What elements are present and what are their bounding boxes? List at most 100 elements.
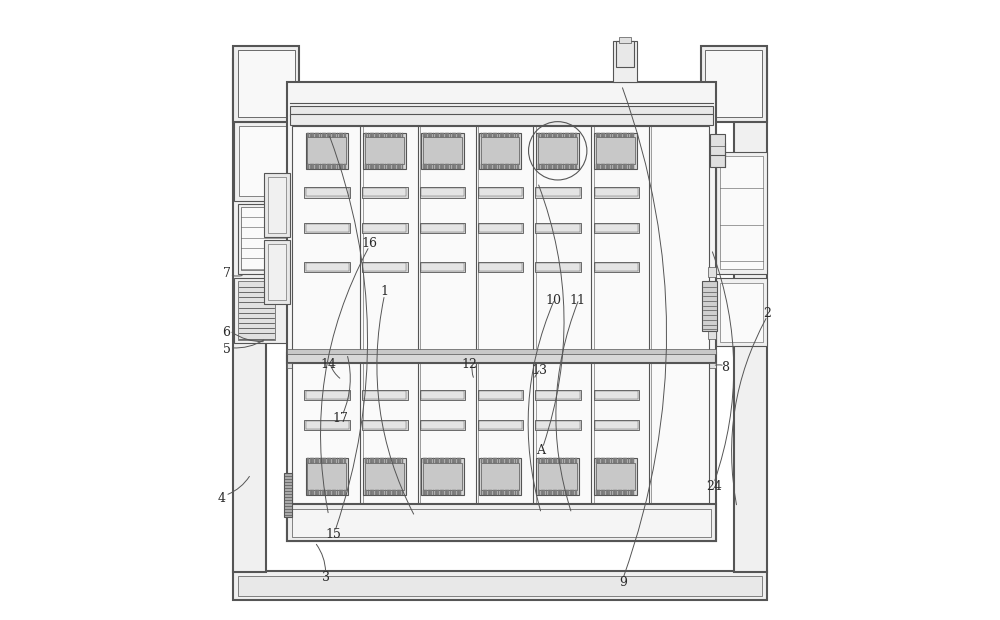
Bar — [478, 262, 523, 272]
Bar — [433, 458, 434, 463]
Bar — [397, 164, 399, 169]
Bar — [437, 490, 439, 495]
Bar — [312, 490, 314, 495]
Bar — [234, 278, 304, 343]
Bar — [628, 133, 629, 138]
Text: 3: 3 — [322, 571, 330, 584]
Bar — [535, 223, 581, 234]
Bar — [628, 490, 629, 495]
Bar — [382, 490, 384, 495]
Bar — [337, 133, 338, 138]
Bar — [402, 164, 403, 169]
Bar — [502, 133, 504, 138]
Bar — [377, 490, 379, 495]
Bar — [488, 133, 490, 138]
Bar — [618, 458, 620, 463]
Bar — [575, 133, 577, 138]
Bar — [515, 164, 516, 169]
Bar — [495, 164, 497, 169]
Bar — [365, 133, 367, 138]
Bar — [615, 458, 617, 463]
Bar — [317, 133, 319, 138]
Bar — [536, 458, 579, 495]
Bar — [306, 421, 349, 429]
Bar — [421, 421, 464, 429]
Bar — [538, 490, 540, 495]
Bar — [500, 164, 502, 169]
Bar — [327, 490, 329, 495]
Bar — [517, 164, 519, 169]
Bar — [613, 41, 637, 82]
Bar — [716, 278, 767, 347]
Bar — [334, 490, 336, 495]
Bar — [377, 458, 379, 463]
Bar — [306, 458, 348, 495]
Text: 7: 7 — [223, 267, 231, 280]
Bar — [430, 490, 432, 495]
Bar — [310, 133, 312, 138]
Bar — [603, 164, 605, 169]
Bar — [510, 490, 512, 495]
Bar — [550, 133, 552, 138]
Bar — [428, 490, 430, 495]
Bar — [512, 490, 514, 495]
Bar — [324, 133, 326, 138]
Bar — [512, 164, 514, 169]
Bar — [495, 133, 497, 138]
Bar — [553, 164, 555, 169]
Bar — [421, 458, 464, 495]
Bar — [507, 133, 509, 138]
Bar — [435, 458, 437, 463]
Bar — [425, 490, 427, 495]
Bar — [442, 490, 444, 495]
Bar — [493, 490, 495, 495]
Bar — [387, 133, 389, 138]
Bar — [394, 490, 396, 495]
Bar — [608, 458, 610, 463]
Bar — [457, 490, 459, 495]
Bar — [567, 164, 569, 169]
Bar — [479, 458, 521, 495]
Bar — [567, 458, 569, 463]
Bar — [392, 490, 394, 495]
Bar — [598, 133, 600, 138]
Bar — [594, 262, 639, 272]
Bar — [382, 458, 384, 463]
Bar — [334, 458, 336, 463]
Bar — [630, 490, 632, 495]
Bar — [370, 490, 372, 495]
Bar — [233, 46, 299, 122]
Bar — [290, 107, 713, 115]
Bar — [454, 164, 456, 169]
Bar — [490, 458, 492, 463]
Bar — [613, 133, 615, 138]
Bar — [337, 490, 338, 495]
Bar — [515, 133, 516, 138]
Bar — [440, 490, 442, 495]
Bar — [372, 458, 374, 463]
Bar — [292, 126, 709, 353]
Bar — [389, 490, 391, 495]
Bar — [459, 164, 461, 169]
Bar — [594, 187, 639, 198]
Bar — [442, 458, 444, 463]
Bar — [420, 223, 465, 234]
Bar — [575, 490, 577, 495]
Bar — [392, 164, 394, 169]
Bar — [332, 490, 334, 495]
Bar — [485, 133, 487, 138]
Bar — [613, 490, 615, 495]
Bar — [423, 133, 425, 138]
Text: 8: 8 — [721, 361, 729, 374]
Bar — [623, 133, 625, 138]
Bar — [603, 133, 605, 138]
Bar — [399, 164, 401, 169]
Bar — [536, 188, 580, 197]
Bar — [479, 224, 522, 232]
Bar — [322, 133, 324, 138]
Bar — [570, 133, 572, 138]
Bar — [615, 490, 617, 495]
Bar — [550, 458, 552, 463]
Bar — [344, 458, 346, 463]
Bar — [632, 133, 634, 138]
